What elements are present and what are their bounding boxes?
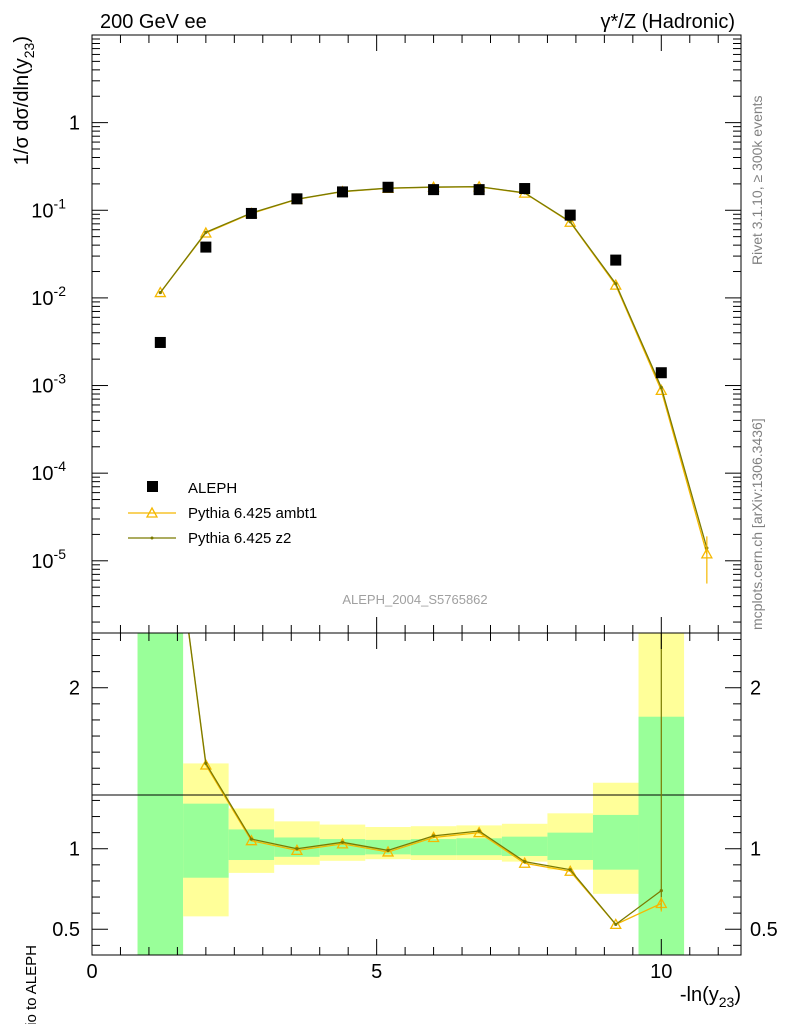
legend-marker-aleph [147, 481, 158, 492]
main-y-tick-label: 10-3 [31, 371, 66, 398]
ratio-y-tick-label-right: 2 [750, 678, 761, 700]
ratio-ambt1-line [188, 633, 662, 926]
ratio-ambt1-point [609, 918, 622, 930]
ratio-plot-frame [91, 632, 742, 956]
x-axis-title: -ln(y23) [680, 984, 741, 1010]
main-z2-point [158, 290, 162, 295]
aleph-data-point [382, 181, 394, 193]
ratio-y-tick-label-right: 0.5 [750, 919, 778, 941]
ratio-band-green [547, 832, 593, 861]
ratio-y-axis-title: Ratio to ALEPH [23, 945, 40, 1024]
aleph-data-point [610, 254, 622, 266]
ratio-band-green [456, 838, 502, 856]
ratio-ambt1-point [381, 845, 395, 857]
main-series-group [154, 180, 713, 647]
ratio-z2-line [188, 633, 662, 926]
ratio-ambt1-point [336, 837, 349, 849]
aleph-data-point [336, 186, 348, 198]
ratio-band-green [183, 803, 229, 878]
legend-label-aleph: ALEPH [188, 480, 237, 497]
ratio-z2-point [159, 412, 162, 415]
main-ambt1-point [199, 226, 212, 238]
ratio-ambt1-point [564, 864, 577, 876]
rivet-version-label: Rivet 3.1.10, ≥ 300k events [749, 95, 765, 265]
main-ambt1-point [655, 384, 668, 396]
main-z2-line [159, 185, 708, 549]
main-ambt1-point [609, 278, 622, 290]
ratio-ambt1-point [518, 856, 531, 868]
ratio-z2-point [340, 840, 345, 844]
ratio-band-green [592, 814, 639, 870]
aleph-data-point [564, 209, 576, 221]
main-z2-point [568, 220, 572, 224]
ratio-z2-point [568, 868, 572, 872]
aleph-data-point [200, 241, 212, 253]
legend-marker-z2 [150, 536, 154, 540]
ratio-y-tick-label: 2 [69, 678, 80, 700]
main-z2-point [659, 385, 663, 390]
x-tick-label: 5 [371, 961, 382, 983]
mcplots-label: mcplots.cern.ch [arXiv:1306.3436] [749, 418, 765, 630]
aleph-data-point [154, 336, 166, 348]
ratio-band-green [274, 837, 320, 857]
aleph-data-point [655, 367, 667, 379]
ratio-series-group [155, 409, 668, 930]
main-ambt1-point [154, 286, 167, 298]
x-tick-label: 0 [86, 961, 97, 983]
ratio-z2-point [431, 834, 436, 838]
ratio-z2-point [614, 922, 618, 927]
ratio-band-green [410, 839, 457, 856]
legend: ALEPH Pythia 6.425 ambt1 Pythia 6.425 z2 [128, 480, 317, 547]
ratio-z2-point [295, 847, 299, 851]
ratio-y-tick-label-right: 1 [750, 839, 761, 861]
header-right-title: γ*/Z (Hadronic) [601, 11, 735, 33]
main-y-tick-label: 1 [69, 113, 80, 135]
aleph-data-point [519, 183, 531, 195]
ratio-uncertainty-bands [137, 633, 685, 955]
ratio-z2-point [204, 761, 208, 766]
legend-label-z2: Pythia 6.425 z2 [188, 530, 291, 547]
ratio-y-tick-label: 1 [69, 839, 80, 861]
x-tick-label: 10 [650, 961, 672, 983]
ratio-band-green [501, 836, 548, 856]
aleph-data-point [245, 207, 257, 219]
main-ambt1-line [159, 186, 708, 555]
ratio-z2-point [523, 860, 527, 864]
ratio-z2-point [477, 829, 481, 833]
main-y-tick-label: 10-5 [31, 546, 66, 573]
aleph-data-point [291, 193, 303, 205]
main-z2-point [614, 282, 618, 286]
analysis-id-label: ALEPH_2004_S5765862 [342, 592, 487, 607]
aleph-data-point [473, 184, 485, 196]
main-y-axis-title: 1/σ dσ/dln(y23) [11, 36, 37, 165]
ratio-y-tick-label: 0.5 [52, 919, 80, 941]
ratio-band-green [319, 839, 366, 856]
main-y-tick-label: 10-1 [31, 195, 66, 222]
ratio-ambt1-point [155, 409, 165, 418]
ratio-band-green [137, 633, 184, 955]
main-y-tick-label: 10-2 [31, 283, 66, 310]
ratio-z2-point [386, 848, 390, 852]
header-left-title: 200 GeV ee [100, 11, 207, 33]
axes-group: 0 5 10 10-5 10-4 10-3 10-2 10-1 1 0.5 0.5 1 1 2 2 [31, 34, 778, 983]
main-z2-point [204, 230, 208, 234]
main-y-tick-label: 10-4 [31, 458, 66, 485]
ratio-ambt1-point [199, 758, 212, 770]
main-ambt1-point [564, 215, 577, 227]
ratio-z2-point [249, 837, 254, 841]
ratio-ambt1-point [290, 844, 304, 855]
legend-label-ambt1: Pythia 6.425 ambt1 [188, 505, 317, 522]
aleph-data-point [701, 636, 712, 647]
aleph-data-point [428, 184, 440, 196]
legend-marker-ambt1 [145, 506, 159, 518]
